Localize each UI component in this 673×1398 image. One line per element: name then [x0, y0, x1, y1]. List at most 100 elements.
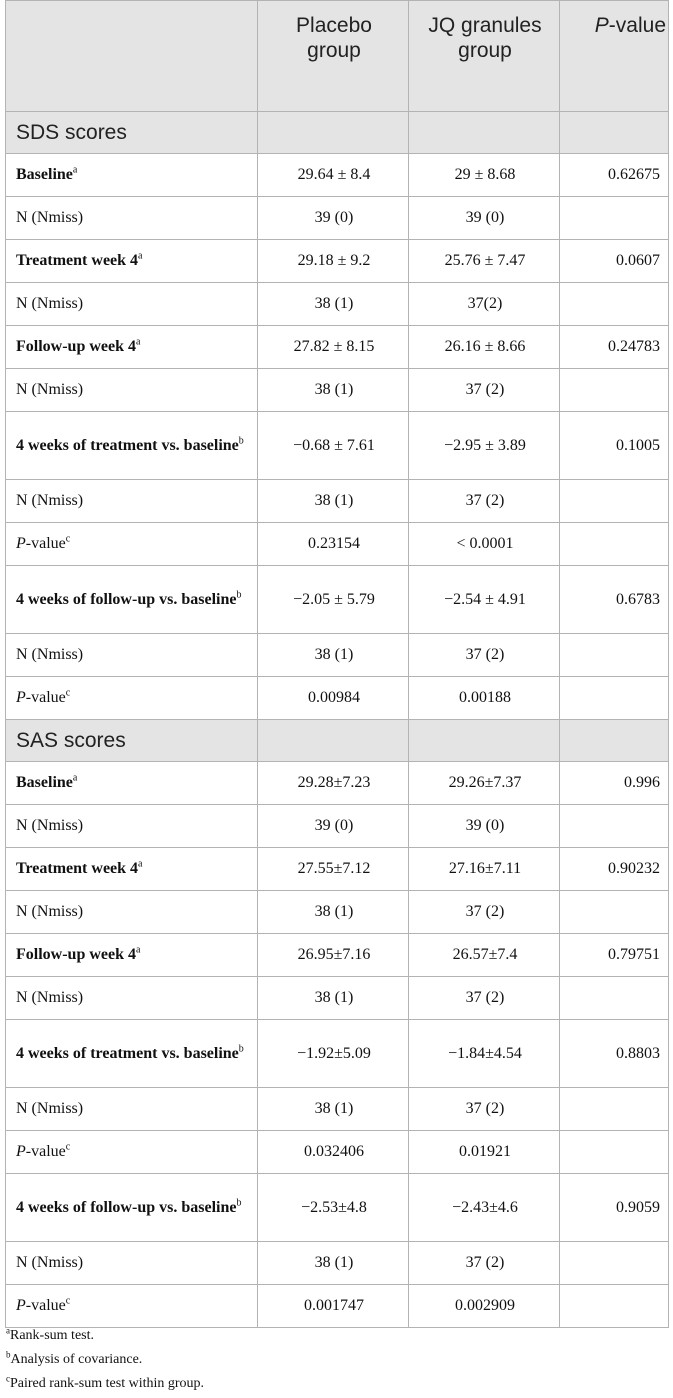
- jq-value: 37 (2): [408, 368, 560, 412]
- label-text: Baseline: [16, 774, 73, 791]
- p-value: [559, 1130, 669, 1174]
- footnote-marker: a: [138, 250, 143, 262]
- footnote-marker: a: [138, 858, 143, 870]
- label-text: N (Nmiss): [16, 209, 84, 226]
- section-filler-cell: [559, 719, 669, 762]
- placebo-value: 39 (0): [257, 196, 409, 240]
- footnote-marker: b: [238, 435, 244, 447]
- placebo-value: 38 (1): [257, 1087, 409, 1131]
- footnote-marker: a: [72, 164, 78, 176]
- footnotes: aRank-sum test. bAnalysis of covariance. c…: [6, 1324, 666, 1396]
- jq-value: 37 (2): [408, 890, 560, 934]
- italic-p: P: [16, 1297, 26, 1314]
- p-value: [559, 479, 669, 523]
- table-row: Follow-up week 4a 26.95±7.16 26.57±7.4 0.79…: [5, 933, 669, 977]
- placebo-value: 39 (0): [257, 804, 409, 848]
- header-placebo: Placebo group: [257, 0, 409, 112]
- table-row: N (Nmiss) 38 (1) 37 (2): [5, 1087, 669, 1131]
- table-row: P-valuec 0.001747 0.002909: [5, 1284, 669, 1328]
- header-jq: JQ granules group: [408, 0, 560, 112]
- row-label: Follow-up week 4a: [5, 325, 258, 369]
- section-filler-cell: [257, 111, 409, 154]
- label-text: Treatment week 4: [16, 860, 139, 877]
- p-value: [559, 522, 669, 566]
- p-value: 0.62675: [559, 153, 669, 197]
- footnote: aRank-sum test.: [6, 1324, 666, 1348]
- placebo-value: 38 (1): [257, 368, 409, 412]
- table-row: Treatment week 4a 27.55±7.12 27.16±7.11 0.9…: [5, 847, 669, 891]
- jq-value: 39 (0): [408, 196, 560, 240]
- placebo-value: 27.55±7.12: [257, 847, 409, 891]
- placebo-value: 29.64 ± 8.4: [257, 153, 409, 197]
- p-value: 0.79751: [559, 933, 669, 977]
- p-value: [559, 196, 669, 240]
- placebo-value: 29.28±7.23: [257, 761, 409, 805]
- row-label: Treatment week 4a: [5, 239, 258, 283]
- row-label: N (Nmiss): [5, 1087, 258, 1131]
- p-value: [559, 804, 669, 848]
- placebo-value: 38 (1): [257, 282, 409, 326]
- table-row: Treatment week 4a 29.18 ± 9.2 25.76 ± 7.47…: [5, 239, 669, 283]
- jq-value: 0.002909: [408, 1284, 560, 1328]
- section-header-row: SDS scores: [5, 111, 669, 154]
- p-value: [559, 1087, 669, 1131]
- table-row: N (Nmiss) 39 (0) 39 (0): [5, 804, 669, 848]
- label-text: Follow-up week 4: [16, 338, 136, 355]
- section-title: SDS scores: [5, 111, 258, 154]
- table-row: 4 weeks of follow-up vs. baselineb −2.53±…: [5, 1173, 669, 1242]
- row-label: N (Nmiss): [5, 804, 258, 848]
- table-row: P-valuec 0.032406 0.01921: [5, 1130, 669, 1174]
- table-row: N (Nmiss) 38 (1) 37(2): [5, 282, 669, 326]
- p-value: 0.8803: [559, 1019, 669, 1088]
- label-rest: -value: [25, 1143, 66, 1160]
- footnote-marker: b: [238, 1043, 244, 1055]
- table-row: N (Nmiss) 39 (0) 39 (0): [5, 196, 669, 240]
- p-value: 0.6783: [559, 565, 669, 634]
- row-label: P-valuec: [5, 1130, 258, 1174]
- footnote-marker: c: [65, 687, 71, 699]
- header-row: Placebo group JQ granules group P-value: [5, 0, 669, 112]
- row-label: N (Nmiss): [5, 1241, 258, 1285]
- jq-value: −2.95 ± 3.89: [408, 411, 560, 480]
- placebo-value: 38 (1): [257, 479, 409, 523]
- section-title: SAS scores: [5, 719, 258, 762]
- row-label: N (Nmiss): [5, 976, 258, 1020]
- jq-value: 26.16 ± 8.66: [408, 325, 560, 369]
- jq-value: 37(2): [408, 282, 560, 326]
- footnote-marker: a: [72, 772, 78, 784]
- header-pvalue-rest: -value: [608, 14, 666, 37]
- italic-p: P: [16, 535, 26, 552]
- label-text: N (Nmiss): [16, 903, 84, 920]
- p-value: [559, 1284, 669, 1328]
- label-text: N (Nmiss): [16, 381, 84, 398]
- placebo-value: 38 (1): [257, 633, 409, 677]
- header-pvalue-italic: P: [594, 14, 609, 37]
- table-row: 4 weeks of treatment vs. baselineb −1.92±…: [5, 1019, 669, 1088]
- jq-value: −2.43±4.6: [408, 1173, 560, 1242]
- label-text: Treatment week 4: [16, 252, 139, 269]
- p-value: [559, 1241, 669, 1285]
- italic-p: P: [16, 689, 26, 706]
- label-text: N (Nmiss): [16, 817, 84, 834]
- p-value: [559, 676, 669, 720]
- label-text: Follow-up week 4: [16, 946, 136, 963]
- p-value: 0.996: [559, 761, 669, 805]
- jq-value: −2.54 ± 4.91: [408, 565, 560, 634]
- label-text: 4 weeks of follow-up vs. baseline: [16, 1198, 237, 1216]
- p-value: [559, 976, 669, 1020]
- table-row: 4 weeks of treatment vs. baselineb −0.68 …: [5, 411, 669, 480]
- jq-value: 26.57±7.4: [408, 933, 560, 977]
- section-filler-cell: [257, 719, 409, 762]
- footnote-marker: c: [65, 533, 71, 545]
- placebo-value: −1.92±5.09: [257, 1019, 409, 1088]
- placebo-value: 27.82 ± 8.15: [257, 325, 409, 369]
- jq-value: 37 (2): [408, 1087, 560, 1131]
- p-value: 0.0607: [559, 239, 669, 283]
- jq-value: 37 (2): [408, 479, 560, 523]
- row-label: N (Nmiss): [5, 196, 258, 240]
- placebo-value: 0.001747: [257, 1284, 409, 1328]
- jq-value: 37 (2): [408, 633, 560, 677]
- placebo-value: 0.00984: [257, 676, 409, 720]
- p-value: [559, 633, 669, 677]
- jq-value: 37 (2): [408, 976, 560, 1020]
